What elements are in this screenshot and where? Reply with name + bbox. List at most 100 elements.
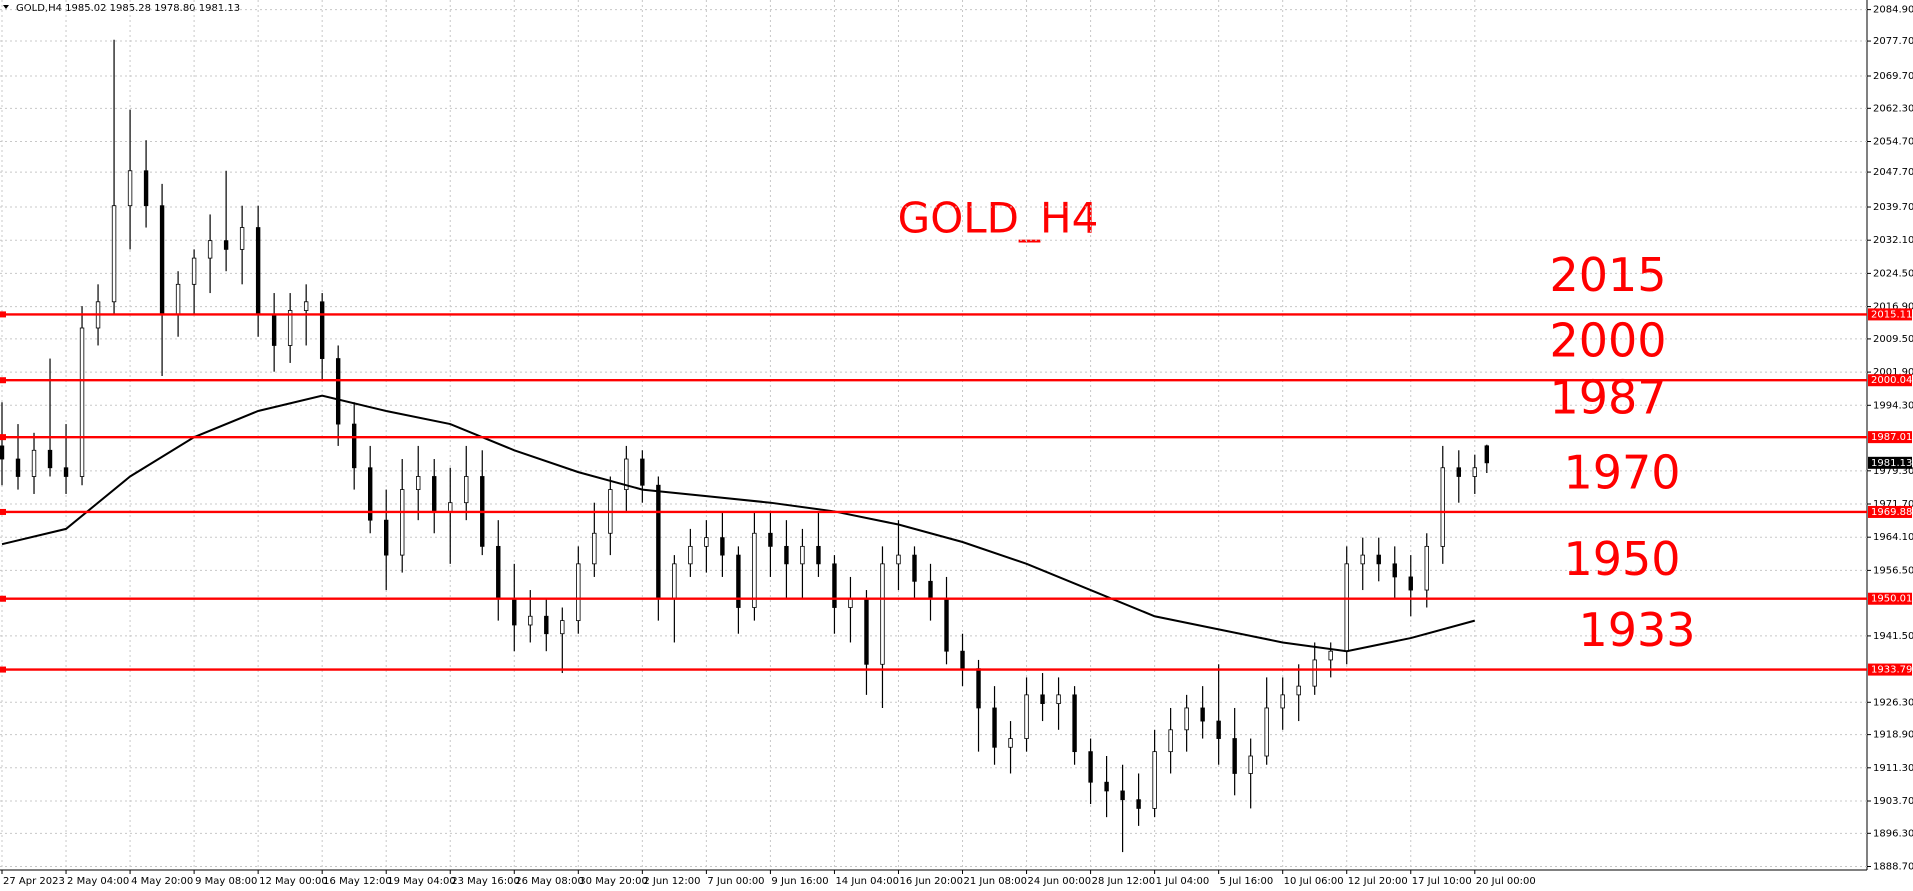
candle-body — [960, 650, 965, 670]
x-tick-label: 12 May 00:00 — [259, 876, 328, 887]
candle-body — [111, 205, 117, 303]
candle-body — [400, 489, 405, 556]
candle-body — [432, 476, 437, 512]
last-price-label: 1981.13 — [1871, 458, 1912, 469]
y-tick-label: 2001.90 — [1873, 367, 1913, 378]
level-price-label: 2015.11 — [1871, 309, 1912, 320]
candle-body — [47, 449, 53, 469]
candle-body — [448, 502, 453, 512]
candle-body — [1104, 781, 1109, 792]
moving-average — [1, 394, 1476, 653]
y-tick-label: 1896.30 — [1873, 828, 1913, 839]
candle-body — [1280, 694, 1285, 709]
candle-body — [271, 314, 277, 346]
x-tick-label: 9 Jun 16:00 — [771, 876, 828, 887]
candle-body — [864, 598, 869, 665]
candle-body — [1184, 707, 1189, 731]
candle-body — [175, 283, 181, 316]
y-tick-label: 1911.30 — [1873, 763, 1913, 774]
candle-body — [1072, 694, 1077, 753]
level-price-box — [1868, 663, 1912, 676]
candle-body — [832, 563, 837, 608]
x-tick-label: 10 Jul 06:00 — [1284, 876, 1344, 887]
x-tick-label: 1 Jul 04:00 — [1156, 876, 1210, 887]
candle-body — [1344, 563, 1349, 652]
x-tick-label: 28 Jun 12:00 — [1092, 876, 1156, 887]
candle-body — [1056, 694, 1061, 704]
candle-body — [416, 476, 421, 490]
candle-body — [512, 598, 517, 626]
candle-body — [1040, 694, 1045, 704]
level-annotation: 1970 — [1563, 445, 1680, 499]
candle-body — [528, 615, 533, 626]
y-tick-label: 2032.10 — [1873, 235, 1913, 246]
candle-body — [1312, 659, 1317, 687]
x-tick-label: 24 Jun 00:00 — [1028, 876, 1092, 887]
candle-body — [992, 707, 997, 748]
x-tick-label: 2 May 04:00 — [67, 876, 129, 887]
candle-body — [1408, 576, 1413, 591]
candle-body — [1456, 467, 1461, 477]
candle-body — [1136, 799, 1141, 809]
x-tick-label: 5 Jul 16:00 — [1220, 876, 1274, 887]
candle-body — [351, 423, 357, 469]
candle-body — [1232, 738, 1237, 774]
x-tick-label: 20 Jul 00:00 — [1476, 876, 1536, 887]
candle-body — [1424, 545, 1429, 591]
y-tick-label: 1903.70 — [1873, 796, 1913, 807]
candle-body — [576, 563, 581, 622]
candle-body — [672, 563, 677, 600]
candle-body — [880, 563, 885, 665]
chart-annotation: GOLD_H4 — [898, 194, 1099, 243]
y-tick-label: 1956.50 — [1873, 565, 1913, 576]
candle-body — [768, 532, 773, 547]
candle-body — [896, 554, 901, 565]
candle-body — [848, 598, 853, 608]
level-handle — [0, 508, 6, 515]
candle-body — [15, 458, 21, 477]
level-annotation: 1987 — [1549, 371, 1666, 425]
level-price-label: 1987.01 — [1871, 432, 1912, 443]
candle-body — [31, 449, 37, 477]
candle-body — [367, 467, 373, 521]
candle-body — [287, 310, 293, 346]
candle-body — [496, 545, 501, 600]
candle-body — [912, 554, 917, 582]
y-tick-label: 1979.30 — [1873, 466, 1913, 477]
y-tick-label: 2016.90 — [1873, 302, 1913, 313]
candle-body — [720, 537, 725, 556]
candle-body — [928, 580, 933, 600]
x-tick-label: 21 Jun 08:00 — [964, 876, 1028, 887]
candle-body — [1008, 738, 1013, 748]
candle-body — [624, 458, 629, 490]
candle-body — [1360, 554, 1365, 565]
level-handle — [0, 595, 6, 602]
x-tick-label: 30 May 20:00 — [579, 876, 648, 887]
y-tick-label: 1888.70 — [1873, 862, 1913, 873]
level-price-label: 2000.04 — [1871, 375, 1912, 386]
x-tick-label: 2 Jun 12:00 — [643, 876, 700, 887]
x-tick-label: 16 May 12:00 — [323, 876, 392, 887]
candle-body — [384, 519, 389, 556]
candle-body — [255, 227, 261, 316]
y-tick-label: 2062.30 — [1873, 103, 1913, 114]
level-annotation: 2000 — [1549, 314, 1666, 368]
x-tick-label: 12 Jul 20:00 — [1348, 876, 1408, 887]
y-tick-label: 2009.50 — [1873, 334, 1913, 345]
candle-body — [79, 327, 85, 477]
candle-body — [752, 532, 757, 608]
candle-body — [319, 301, 325, 359]
candle-body — [191, 257, 197, 285]
header-arrow — [3, 5, 9, 9]
x-tick-label: 19 May 04:00 — [387, 876, 456, 887]
candle-body — [1152, 751, 1157, 809]
candle-body — [704, 537, 709, 547]
candle-body — [1120, 790, 1125, 801]
candle-body — [544, 615, 549, 635]
x-tick-label: 9 May 08:00 — [195, 876, 257, 887]
y-tick-label: 1964.10 — [1873, 532, 1913, 543]
candle-body — [1440, 467, 1445, 547]
chart-header: GOLD,H4 1985.02 1985.28 1978.80 1981.13 — [16, 3, 240, 14]
